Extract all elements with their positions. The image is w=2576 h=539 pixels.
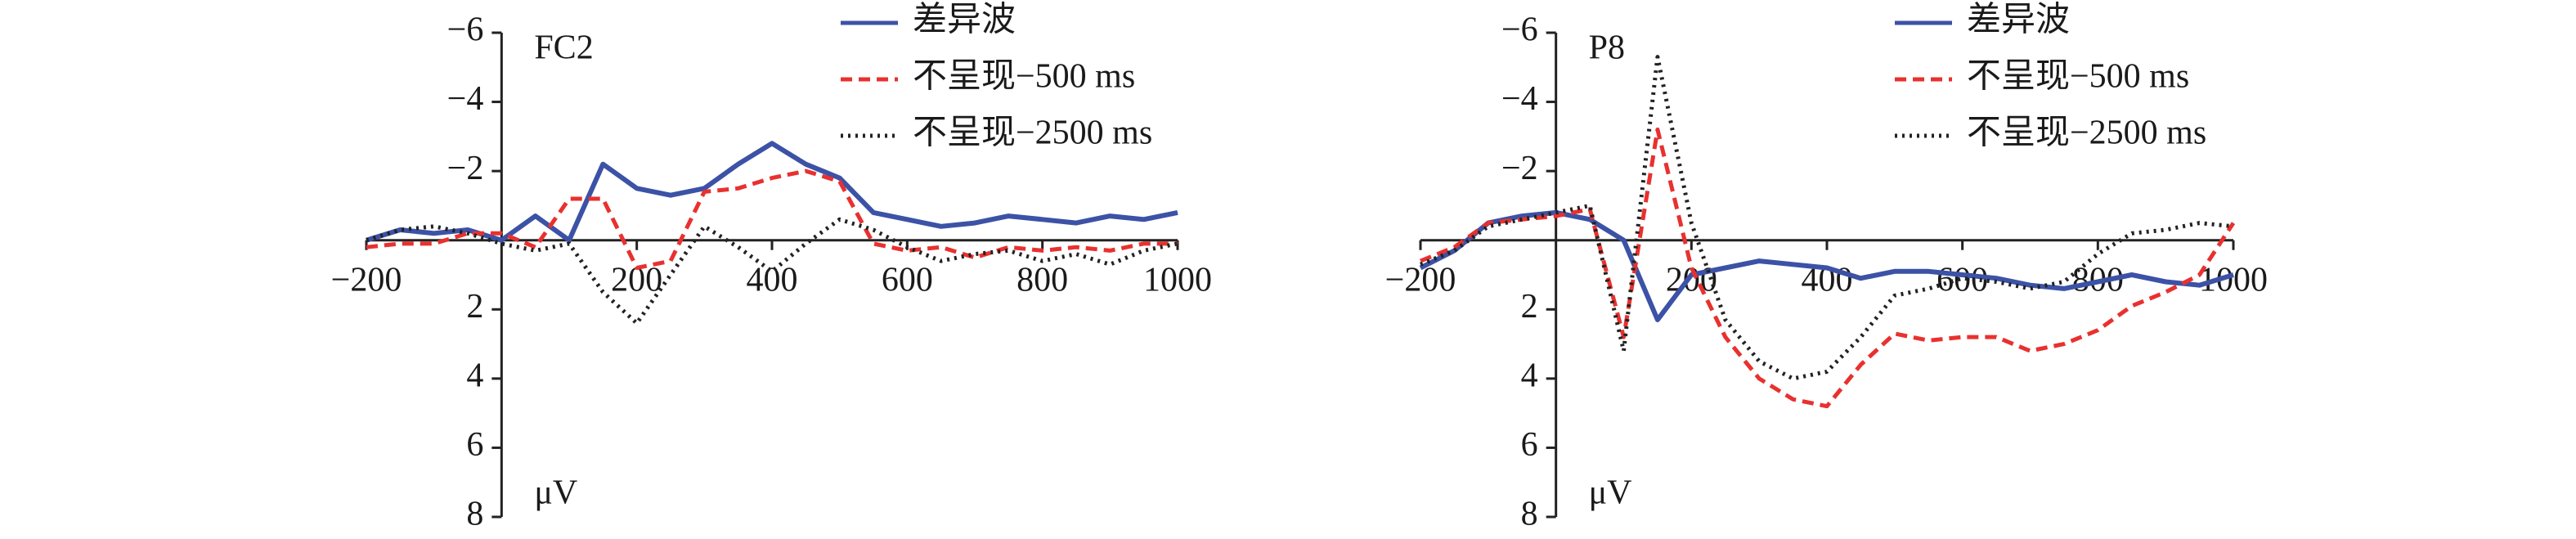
legend-label: 不呈现−500 ms	[1967, 58, 2189, 96]
x-tick-label: 400	[747, 261, 798, 299]
data-line	[1420, 55, 2234, 381]
data-line	[366, 141, 1178, 243]
x-tick-label: 1000	[1143, 261, 1212, 299]
y-tick-label: −6	[447, 11, 484, 49]
y-tick-label: 6	[466, 426, 483, 464]
legend-label: 差异波	[913, 2, 1016, 39]
y-tick-label: 2	[1521, 288, 1538, 326]
x-tick-label: 600	[882, 261, 933, 299]
x-tick-label: 800	[1016, 261, 1068, 299]
legend-label: 不呈现−500 ms	[913, 58, 1135, 96]
x-tick-label: 600	[1936, 261, 1988, 299]
x-tick-label: −200	[331, 261, 402, 299]
y-tick-label: −6	[1501, 11, 1538, 49]
y-tick-label: −4	[1501, 80, 1538, 118]
panel-label: FC2	[534, 29, 593, 67]
y-tick-label: 8	[1521, 496, 1538, 533]
y-tick-label: −2	[447, 150, 484, 187]
y-tick-label: −2	[1501, 150, 1538, 187]
y-unit-label: μV	[534, 474, 577, 512]
y-tick-label: 2	[466, 288, 483, 326]
y-tick-label: 4	[466, 357, 483, 394]
y-tick-label: 4	[1521, 357, 1538, 394]
legend-label: 不呈现−2500 ms	[913, 115, 1152, 152]
y-tick-label: 8	[466, 496, 483, 533]
panel-label: P8	[1589, 29, 1625, 67]
y-unit-label: μV	[1589, 474, 1632, 512]
data-line	[1420, 127, 2236, 409]
legend-label: 不呈现−2500 ms	[1967, 115, 2206, 152]
data-line	[366, 168, 1178, 270]
y-tick-label: 6	[1521, 426, 1538, 464]
data-line	[366, 217, 1178, 326]
x-tick-label: 200	[1666, 261, 1717, 299]
y-tick-label: −4	[447, 80, 484, 118]
legend-label: 差异波	[1967, 2, 2070, 39]
